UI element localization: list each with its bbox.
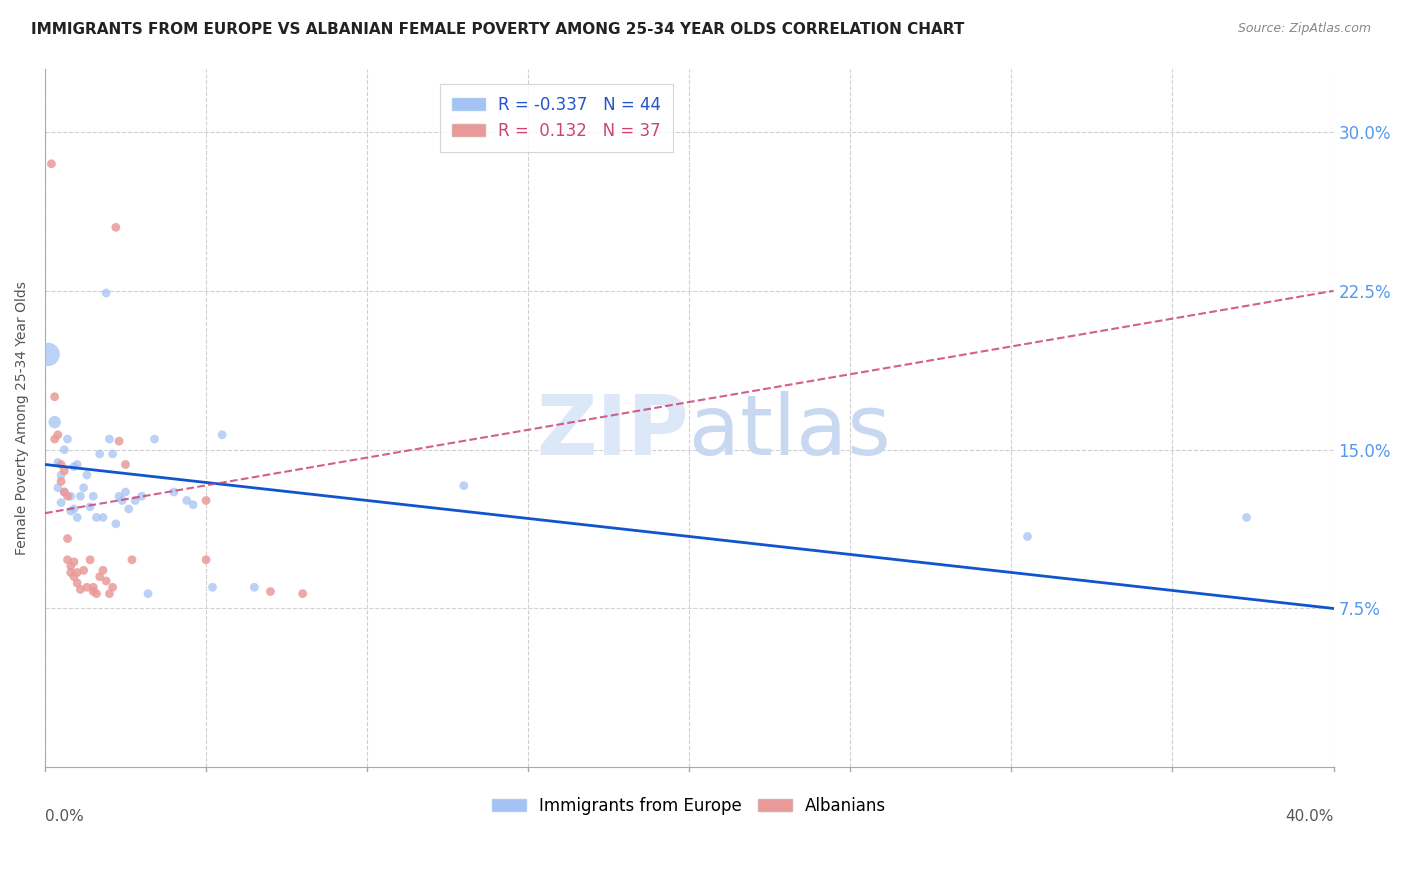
Point <box>56 553 79 567</box>
Point <box>121 553 143 567</box>
Point <box>59 489 82 503</box>
Point <box>104 220 127 235</box>
Point <box>63 570 86 584</box>
Point <box>89 447 111 461</box>
Point <box>143 432 166 446</box>
Text: IMMIGRANTS FROM EUROPE VS ALBANIAN FEMALE POVERTY AMONG 25-34 YEAR OLDS CORRELAT: IMMIGRANTS FROM EUROPE VS ALBANIAN FEMAL… <box>31 22 965 37</box>
Point <box>108 489 131 503</box>
Point <box>453 478 475 492</box>
Point <box>195 553 218 567</box>
Point <box>98 432 121 446</box>
Point <box>181 498 204 512</box>
Point <box>53 485 76 500</box>
Point <box>56 432 79 446</box>
Point <box>114 458 136 472</box>
Point <box>79 500 101 514</box>
Point <box>59 566 82 580</box>
Y-axis label: Female Poverty Among 25-34 Year Olds: Female Poverty Among 25-34 Year Olds <box>15 281 30 555</box>
Point <box>66 510 89 524</box>
Point <box>41 157 63 171</box>
Point <box>101 447 124 461</box>
Point <box>291 587 314 601</box>
Point <box>49 475 72 489</box>
Point <box>63 459 86 474</box>
Text: 40.0%: 40.0% <box>1285 809 1333 824</box>
Point <box>53 485 76 500</box>
Point <box>259 584 281 599</box>
Point <box>124 493 146 508</box>
Point <box>243 580 266 594</box>
Point <box>82 584 104 599</box>
Point <box>96 285 118 300</box>
Point <box>111 493 134 508</box>
Point <box>46 427 69 442</box>
Point <box>44 415 66 429</box>
Point <box>63 555 86 569</box>
Point <box>76 580 98 594</box>
Point <box>98 587 121 601</box>
Text: 0.0%: 0.0% <box>45 809 84 824</box>
Point <box>211 427 233 442</box>
Point <box>49 468 72 483</box>
Point <box>37 347 59 361</box>
Point <box>63 502 86 516</box>
Text: ZIP: ZIP <box>537 392 689 473</box>
Point <box>59 559 82 574</box>
Point <box>114 485 136 500</box>
Point <box>86 587 108 601</box>
Point <box>176 493 198 508</box>
Legend: Immigrants from Europe, Albanians: Immigrants from Europe, Albanians <box>485 790 893 822</box>
Point <box>44 390 66 404</box>
Text: Source: ZipAtlas.com: Source: ZipAtlas.com <box>1237 22 1371 36</box>
Point <box>91 563 114 577</box>
Point <box>86 510 108 524</box>
Point <box>46 481 69 495</box>
Point <box>69 489 91 503</box>
Point <box>76 468 98 483</box>
Point <box>1236 510 1258 524</box>
Point <box>49 458 72 472</box>
Point <box>66 576 89 591</box>
Point <box>163 485 186 500</box>
Point <box>66 566 89 580</box>
Point <box>69 582 91 597</box>
Point <box>44 432 66 446</box>
Point <box>79 553 101 567</box>
Point <box>56 489 79 503</box>
Point <box>195 493 218 508</box>
Point <box>104 516 127 531</box>
Point <box>136 587 159 601</box>
Point <box>72 481 94 495</box>
Point <box>101 580 124 594</box>
Point <box>53 464 76 478</box>
Point <box>118 502 141 516</box>
Point <box>82 580 104 594</box>
Point <box>46 455 69 469</box>
Point <box>53 442 76 457</box>
Point <box>1017 529 1039 543</box>
Point <box>82 489 104 503</box>
Point <box>56 532 79 546</box>
Point <box>89 570 111 584</box>
Point <box>131 489 153 503</box>
Point <box>66 458 89 472</box>
Point <box>96 574 118 588</box>
Point <box>59 504 82 518</box>
Point <box>108 434 131 449</box>
Point <box>201 580 224 594</box>
Point <box>49 495 72 509</box>
Point <box>72 563 94 577</box>
Point <box>91 510 114 524</box>
Text: atlas: atlas <box>689 392 891 473</box>
